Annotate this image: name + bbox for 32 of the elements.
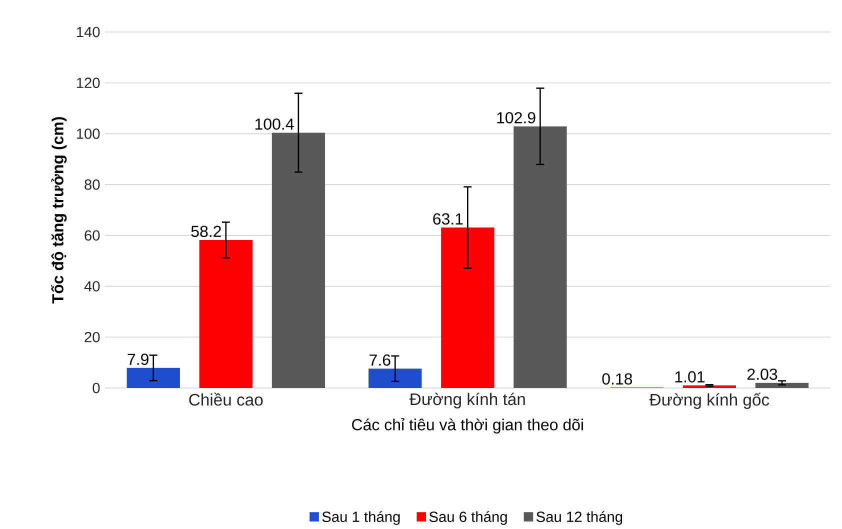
y-tick-label: 0 bbox=[92, 382, 100, 394]
x-axis-title: Các chỉ tiêu và thời gian theo dõi bbox=[352, 418, 583, 434]
legend-label: Sau 1 tháng bbox=[322, 510, 400, 525]
bar bbox=[368, 368, 422, 388]
bar bbox=[441, 227, 494, 388]
y-tick-label: 60 bbox=[84, 230, 100, 241]
data-label: 100.4 bbox=[255, 118, 294, 130]
y-tick-label: 20 bbox=[84, 332, 100, 342]
y-tick-label: 140 bbox=[76, 26, 100, 38]
data-label: 0.18 bbox=[602, 373, 632, 384]
data-label: 1.01 bbox=[675, 371, 705, 382]
legend-label: Sau 12 tháng bbox=[536, 510, 622, 525]
y-tick-label: 100 bbox=[76, 128, 100, 139]
bar bbox=[199, 240, 252, 388]
legend-label: Sau 6 tháng bbox=[429, 510, 507, 525]
data-label: 7.6 bbox=[370, 354, 390, 366]
data-label: 63.1 bbox=[433, 213, 463, 225]
data-label: 102.9 bbox=[497, 112, 536, 124]
bar bbox=[755, 382, 809, 388]
y-tick-label: 120 bbox=[76, 78, 100, 88]
bar bbox=[514, 126, 567, 388]
data-label: 2.03 bbox=[747, 368, 778, 380]
bar bbox=[272, 132, 326, 388]
bar bbox=[126, 368, 180, 388]
y-tick-label: 80 bbox=[84, 179, 100, 190]
y-axis-title: Tốc độ tăng trưởng (cm) bbox=[50, 117, 67, 304]
data-label: 58.2 bbox=[191, 226, 221, 237]
x-tick-label: Đường kính gốc bbox=[649, 392, 770, 409]
y-tick-label: 40 bbox=[84, 281, 100, 292]
data-label: 7.9 bbox=[128, 354, 148, 365]
x-tick-label: Đường kính tán bbox=[409, 392, 525, 408]
x-tick-label: Chiều cao bbox=[189, 392, 263, 406]
